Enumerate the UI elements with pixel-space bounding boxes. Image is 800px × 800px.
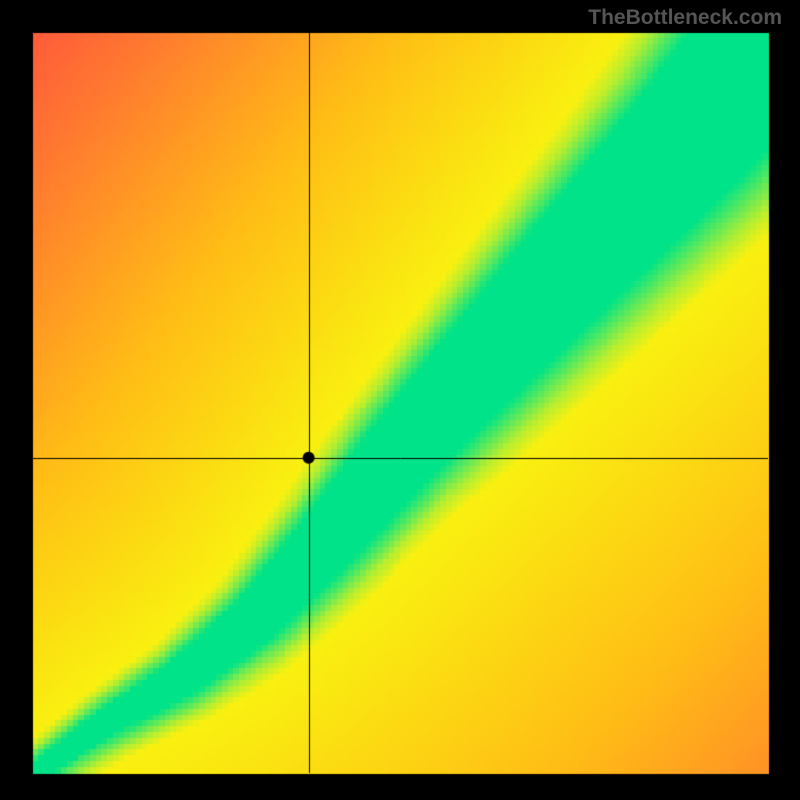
bottleneck-heatmap (0, 0, 800, 800)
chart-container: TheBottleneck.com (0, 0, 800, 800)
watermark-text: TheBottleneck.com (588, 6, 782, 30)
